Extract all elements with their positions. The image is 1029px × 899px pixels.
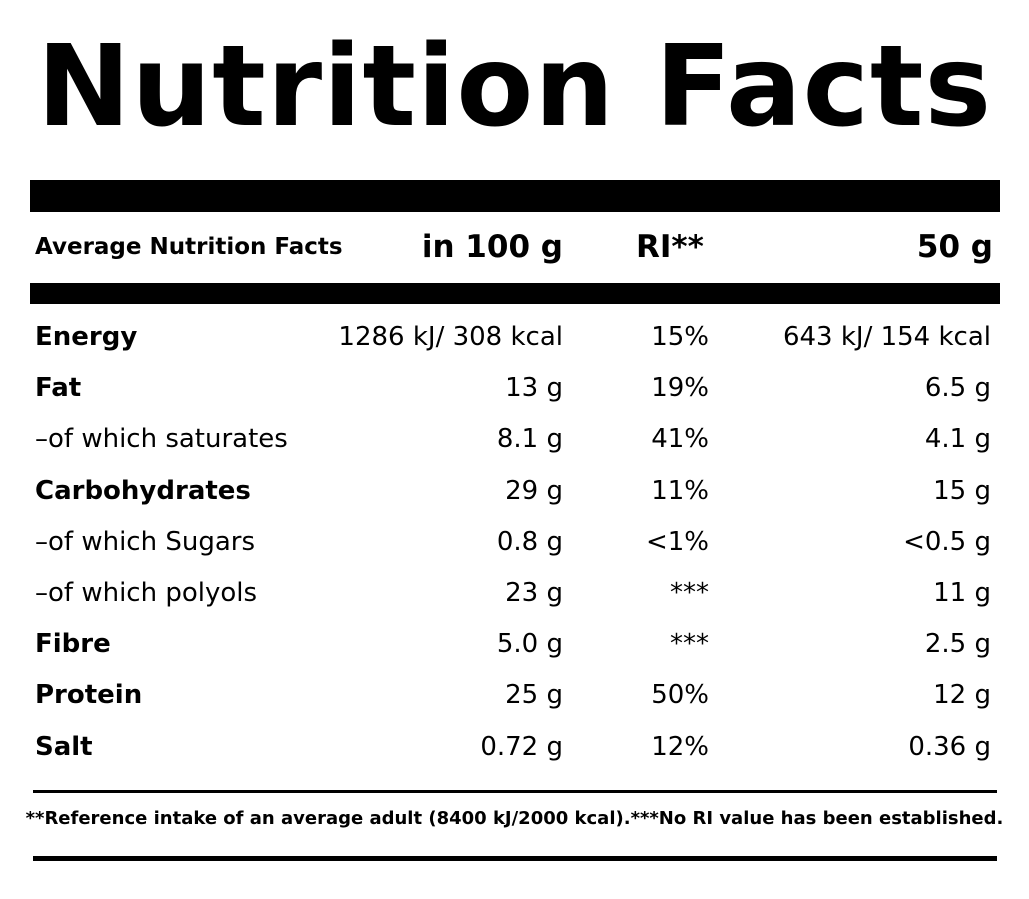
value-ri: 41% bbox=[651, 424, 709, 455]
header-bottom-bar bbox=[30, 283, 1000, 304]
nutrient-name: Fibre bbox=[35, 629, 111, 660]
value-per-portion: 12 g bbox=[933, 680, 991, 711]
table-row: Carbohydrates 29 g 11% 15 g bbox=[0, 466, 1029, 517]
value-ri: *** bbox=[670, 577, 709, 608]
table-header: Average Nutrition Facts in 100 g RI** 50… bbox=[0, 218, 1029, 276]
value-per-portion: 2.5 g bbox=[924, 629, 991, 660]
value-per-100: 29 g bbox=[505, 475, 563, 506]
top-thick-bar bbox=[30, 180, 1000, 212]
nutrient-name: –of which polyols bbox=[35, 577, 258, 608]
nutrient-name: Carbohydrates bbox=[35, 475, 251, 506]
table-row: Energy 1286 kJ/ 308 kcal 15% 643 kJ/ 154… bbox=[0, 312, 1029, 363]
value-ri: 50% bbox=[651, 680, 709, 711]
value-per-portion: 15 g bbox=[933, 475, 991, 506]
value-per-portion: 6.5 g bbox=[924, 373, 991, 404]
header-per-100: in 100 g bbox=[421, 229, 563, 265]
header-label: Average Nutrition Facts bbox=[35, 234, 343, 260]
table-row: –of which polyols 23 g *** 11 g bbox=[0, 568, 1029, 619]
table-row: Salt 0.72 g 12% 0.36 g bbox=[0, 722, 1029, 773]
value-ri: 12% bbox=[651, 731, 709, 762]
nutrient-name: –of which saturates bbox=[35, 424, 288, 455]
header-per-portion: 50 g bbox=[916, 229, 993, 265]
value-per-100: 0.72 g bbox=[480, 731, 563, 762]
value-ri: <1% bbox=[645, 526, 709, 557]
value-per-100: 8.1 g bbox=[496, 424, 563, 455]
value-per-portion: 11 g bbox=[933, 577, 991, 608]
value-ri: 15% bbox=[651, 322, 709, 352]
value-per-portion: 0.36 g bbox=[908, 731, 991, 762]
value-ri: 19% bbox=[651, 373, 709, 404]
nutrient-rows: Energy 1286 kJ/ 308 kcal 15% 643 kJ/ 154… bbox=[0, 312, 1029, 773]
value-per-portion: 4.1 g bbox=[924, 424, 991, 455]
table-row: Protein 25 g 50% 12 g bbox=[0, 670, 1029, 721]
value-per-100: 13 g bbox=[505, 373, 563, 404]
table-row: –of which saturates 8.1 g 41% 4.1 g bbox=[0, 414, 1029, 465]
value-per-100: 5.0 g bbox=[496, 629, 563, 660]
nutrient-name: Protein bbox=[35, 680, 143, 711]
footnote: **Reference intake of an average adult (… bbox=[25, 808, 1004, 829]
value-per-100: 23 g bbox=[505, 577, 563, 608]
footnote-top-rule bbox=[33, 790, 997, 793]
value-ri: *** bbox=[670, 629, 709, 660]
table-row: –of which Sugars 0.8 g <1% <0.5 g bbox=[0, 517, 1029, 568]
header-ri: RI** bbox=[636, 229, 704, 265]
value-per-100: 25 g bbox=[505, 680, 563, 711]
nutrient-name: Fat bbox=[35, 373, 82, 404]
nutrient-name: Energy bbox=[35, 322, 138, 352]
nutrient-name: Salt bbox=[35, 731, 93, 762]
value-per-100: 1286 kJ/ 308 kcal bbox=[338, 322, 563, 352]
value-per-portion: <0.5 g bbox=[903, 526, 991, 557]
page-title: Nutrition Facts bbox=[36, 22, 993, 152]
value-per-100: 0.8 g bbox=[496, 526, 563, 557]
bottom-rule bbox=[33, 856, 997, 861]
table-row: Fat 13 g 19% 6.5 g bbox=[0, 363, 1029, 414]
nutrient-name: –of which Sugars bbox=[35, 526, 255, 557]
table-row: Fibre 5.0 g *** 2.5 g bbox=[0, 619, 1029, 670]
value-per-portion: 643 kJ/ 154 kcal bbox=[782, 322, 991, 352]
value-ri: 11% bbox=[651, 475, 709, 506]
